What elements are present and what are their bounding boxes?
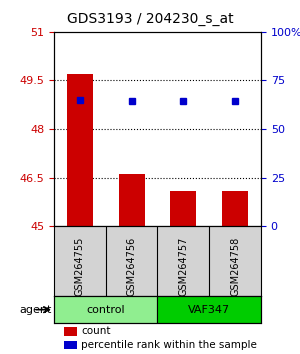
Text: GSM264755: GSM264755 <box>75 236 85 296</box>
Bar <box>119 174 145 226</box>
Text: GDS3193 / 204230_s_at: GDS3193 / 204230_s_at <box>67 12 233 27</box>
Bar <box>222 190 248 226</box>
Text: VAF347: VAF347 <box>188 305 230 315</box>
Text: control: control <box>86 305 125 315</box>
Bar <box>64 327 77 336</box>
Text: GSM264758: GSM264758 <box>230 236 240 296</box>
FancyBboxPatch shape <box>54 296 158 323</box>
FancyBboxPatch shape <box>158 296 261 323</box>
Text: count: count <box>81 326 110 336</box>
Text: GSM264756: GSM264756 <box>127 236 136 296</box>
Bar <box>67 74 93 226</box>
Bar <box>170 190 196 226</box>
Text: percentile rank within the sample: percentile rank within the sample <box>81 340 257 350</box>
Text: GSM264757: GSM264757 <box>178 236 188 296</box>
Bar <box>64 341 77 349</box>
Text: agent: agent <box>19 305 51 315</box>
